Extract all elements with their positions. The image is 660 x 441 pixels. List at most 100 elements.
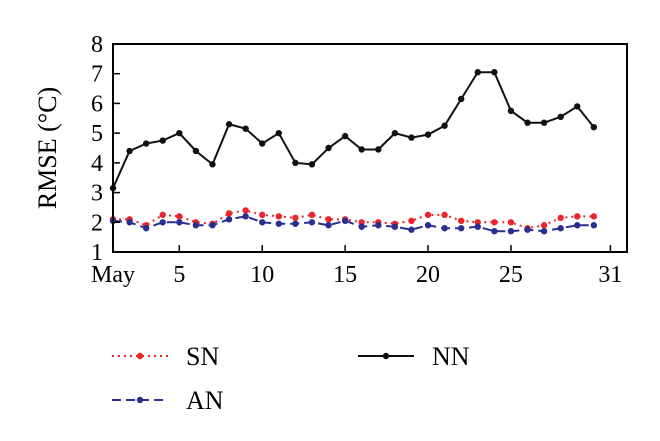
data-point-nn <box>308 161 316 168</box>
data-point-an <box>574 222 581 229</box>
data-point-an <box>209 222 216 229</box>
data-point-sn <box>507 219 515 226</box>
data-point-nn <box>524 119 531 126</box>
data-point-nn <box>192 147 200 155</box>
data-point-an <box>524 226 531 233</box>
y-tick-label: 5 <box>91 121 103 147</box>
data-point-nn <box>325 144 332 152</box>
data-point-nn <box>408 134 415 141</box>
x-tick-label: 10 <box>250 262 274 288</box>
data-point-sn <box>275 213 283 220</box>
data-point-an <box>358 223 365 230</box>
data-point-sn <box>408 217 415 224</box>
series-sn <box>109 207 598 232</box>
legend-label-sn: SN <box>186 342 219 371</box>
data-point-an <box>242 213 249 220</box>
data-point-nn <box>474 69 481 76</box>
legend-label-an: AN <box>186 386 224 415</box>
series-layer <box>109 69 598 235</box>
legend-marker-sn <box>136 352 144 360</box>
data-point-an <box>590 222 598 229</box>
data-point-an <box>457 225 465 232</box>
data-point-an <box>225 216 233 223</box>
data-point-an <box>424 222 432 229</box>
data-point-an <box>441 225 448 232</box>
data-point-an <box>341 217 349 224</box>
data-point-nn <box>259 140 266 147</box>
data-point-nn <box>275 129 283 137</box>
series-an <box>109 213 598 235</box>
data-point-nn <box>358 146 365 153</box>
data-point-nn <box>209 161 216 168</box>
y-tick-label: 1 <box>91 240 103 266</box>
data-point-an <box>176 219 183 226</box>
legend-item-an: AN <box>112 386 224 415</box>
y-tick-label: 3 <box>91 181 103 207</box>
data-point-nn <box>540 119 548 126</box>
data-point-sn <box>491 219 498 226</box>
data-point-sn <box>325 216 332 223</box>
data-point-nn <box>507 107 515 115</box>
y-axis-title: RMSE (°C) <box>33 87 62 209</box>
data-point-an <box>408 226 415 233</box>
x-tick-label: 5 <box>173 262 185 288</box>
data-point-an <box>308 219 316 226</box>
data-point-nn <box>292 159 299 167</box>
data-point-sn <box>308 211 316 219</box>
plot-frame <box>112 43 628 253</box>
x-tick-label: 20 <box>416 262 440 288</box>
data-point-an <box>259 219 266 226</box>
x-tick-label: 31 <box>598 262 622 288</box>
data-point-nn <box>225 121 233 128</box>
data-point-an <box>375 222 382 229</box>
data-point-nn <box>242 125 249 132</box>
y-tick-label: 8 <box>91 32 103 58</box>
data-point-nn <box>441 122 448 129</box>
data-point-nn <box>391 129 399 137</box>
data-point-sn <box>540 222 548 229</box>
x-tick-label: 15 <box>333 262 357 288</box>
data-point-an <box>142 225 150 232</box>
data-point-nn <box>159 137 166 144</box>
series-line-nn <box>112 71 595 189</box>
data-point-an <box>325 222 332 229</box>
x-tick-label: 25 <box>499 262 523 288</box>
data-point-sn <box>424 211 432 219</box>
data-point-an <box>391 223 399 230</box>
data-point-nn <box>142 140 150 147</box>
legend-marker-nn <box>382 352 390 360</box>
data-point-nn <box>375 146 382 153</box>
data-point-sn <box>457 217 465 224</box>
data-point-an <box>474 223 481 230</box>
x-tick-label: May <box>91 262 135 288</box>
data-point-sn <box>441 211 448 219</box>
data-point-sn <box>474 219 481 226</box>
legend-item-nn: NN <box>358 342 470 371</box>
data-point-nn <box>590 124 598 131</box>
data-point-nn <box>557 113 564 121</box>
data-point-sn <box>259 211 266 219</box>
data-point-sn <box>358 219 365 226</box>
data-point-an <box>557 225 564 232</box>
data-point-sn <box>159 211 166 219</box>
series-line-an <box>112 215 594 233</box>
series-line-sn <box>113 209 594 230</box>
y-tick-label: 4 <box>91 151 103 177</box>
legend-label-nn: NN <box>432 342 470 371</box>
data-point-nn <box>176 129 183 137</box>
data-point-nn <box>341 132 349 140</box>
data-point-an <box>159 219 166 226</box>
y-tick-label: 7 <box>91 62 103 88</box>
y-tick-label: 2 <box>91 210 103 236</box>
series-nn <box>109 69 598 192</box>
data-point-nn <box>126 147 133 155</box>
legend-item-sn: SN <box>112 342 219 371</box>
data-point-nn <box>424 131 432 138</box>
y-tick-label: 6 <box>91 91 103 117</box>
data-point-sn <box>225 210 233 217</box>
data-point-sn <box>574 213 581 220</box>
data-point-an <box>540 228 548 235</box>
data-point-an <box>275 220 283 227</box>
data-point-sn <box>242 207 249 214</box>
